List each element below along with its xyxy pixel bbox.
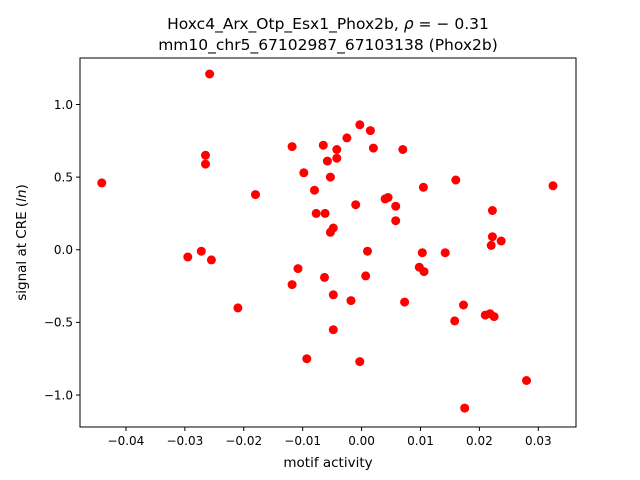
x-tick-label: 0.01 (407, 434, 434, 448)
x-tick-label: −0.02 (225, 434, 262, 448)
x-axis-label: motif activity (283, 455, 372, 471)
data-point-24 (328, 325, 338, 335)
data-point-8 (251, 190, 260, 200)
data-point-16 (318, 140, 328, 150)
data-point-0 (97, 178, 107, 188)
data-point-10 (287, 280, 297, 290)
data-point-26 (332, 145, 342, 154)
data-point-31 (355, 357, 365, 367)
data-point-23 (328, 290, 338, 300)
data-point-15 (311, 208, 321, 218)
data-point-17 (320, 208, 330, 218)
data-point-47 (450, 316, 460, 326)
data-point-11 (293, 264, 303, 274)
y-tick-label: 1.0 (54, 98, 73, 112)
data-point-19 (322, 156, 332, 166)
data-point-21 (325, 172, 335, 182)
x-tick-label: 0.00 (348, 434, 375, 448)
data-points (97, 69, 558, 413)
data-point-1 (205, 69, 215, 79)
data-point-37 (383, 193, 393, 202)
data-point-4 (183, 252, 193, 262)
x-tick-label: 0.03 (525, 434, 552, 448)
y-tick-label: 0.0 (54, 243, 73, 257)
x-tick-label: −0.04 (108, 434, 145, 448)
data-point-55 (487, 232, 497, 242)
data-point-27 (342, 133, 352, 143)
data-point-59 (548, 181, 558, 191)
y-tick-label: −1.0 (44, 388, 73, 402)
data-point-40 (398, 145, 408, 154)
y-axis-ticks: −1.0 −0.5 0.0 0.5 1.0 (44, 98, 80, 402)
data-point-22 (328, 223, 338, 233)
data-point-28 (346, 296, 356, 306)
x-axis-ticks: −0.04 −0.03 −0.02 −0.01 0.00 0.01 0.02 0.03 (108, 427, 552, 448)
data-point-25 (332, 153, 342, 163)
data-point-5 (196, 246, 206, 256)
data-point-56 (489, 312, 499, 322)
data-point-2 (201, 150, 210, 160)
data-point-18 (320, 272, 329, 282)
data-point-30 (355, 120, 365, 130)
data-point-29 (351, 200, 361, 210)
data-point-57 (496, 236, 506, 246)
data-point-44 (418, 182, 428, 192)
data-point-39 (391, 216, 401, 226)
plot-frame (79, 57, 577, 428)
y-tick-label: −0.5 (44, 316, 73, 330)
data-point-58 (522, 376, 531, 385)
data-point-41 (400, 297, 410, 307)
data-point-53 (486, 240, 496, 250)
data-point-45 (419, 267, 429, 277)
x-tick-label: −0.03 (166, 434, 203, 448)
data-point-6 (206, 255, 216, 265)
data-point-13 (302, 354, 312, 364)
data-point-33 (363, 246, 372, 256)
y-axis-label: signal at CRE (ln) (14, 184, 30, 301)
data-point-48 (451, 175, 461, 185)
y-tick-label: 0.5 (54, 170, 73, 184)
x-tick-label: 0.02 (466, 434, 493, 448)
data-point-50 (460, 403, 470, 413)
data-point-9 (287, 142, 297, 152)
data-point-12 (299, 168, 309, 178)
data-point-34 (365, 126, 375, 136)
data-point-32 (361, 271, 371, 281)
data-point-3 (201, 159, 210, 169)
data-point-49 (459, 300, 468, 310)
x-tick-label: −0.01 (284, 434, 321, 448)
data-point-38 (391, 201, 401, 211)
data-point-14 (310, 185, 319, 195)
chart-title-line2: mm10_chr5_67102987_67103138 (Phox2b) (158, 36, 498, 55)
data-point-7 (233, 303, 243, 313)
data-point-54 (487, 206, 497, 215)
chart-title-line1: Hoxc4_Arx_Otp_Esx1_Phox2b, ρ = − 0.31 (167, 15, 489, 34)
data-point-43 (417, 248, 427, 258)
data-point-46 (440, 248, 450, 258)
data-point-35 (368, 143, 378, 153)
